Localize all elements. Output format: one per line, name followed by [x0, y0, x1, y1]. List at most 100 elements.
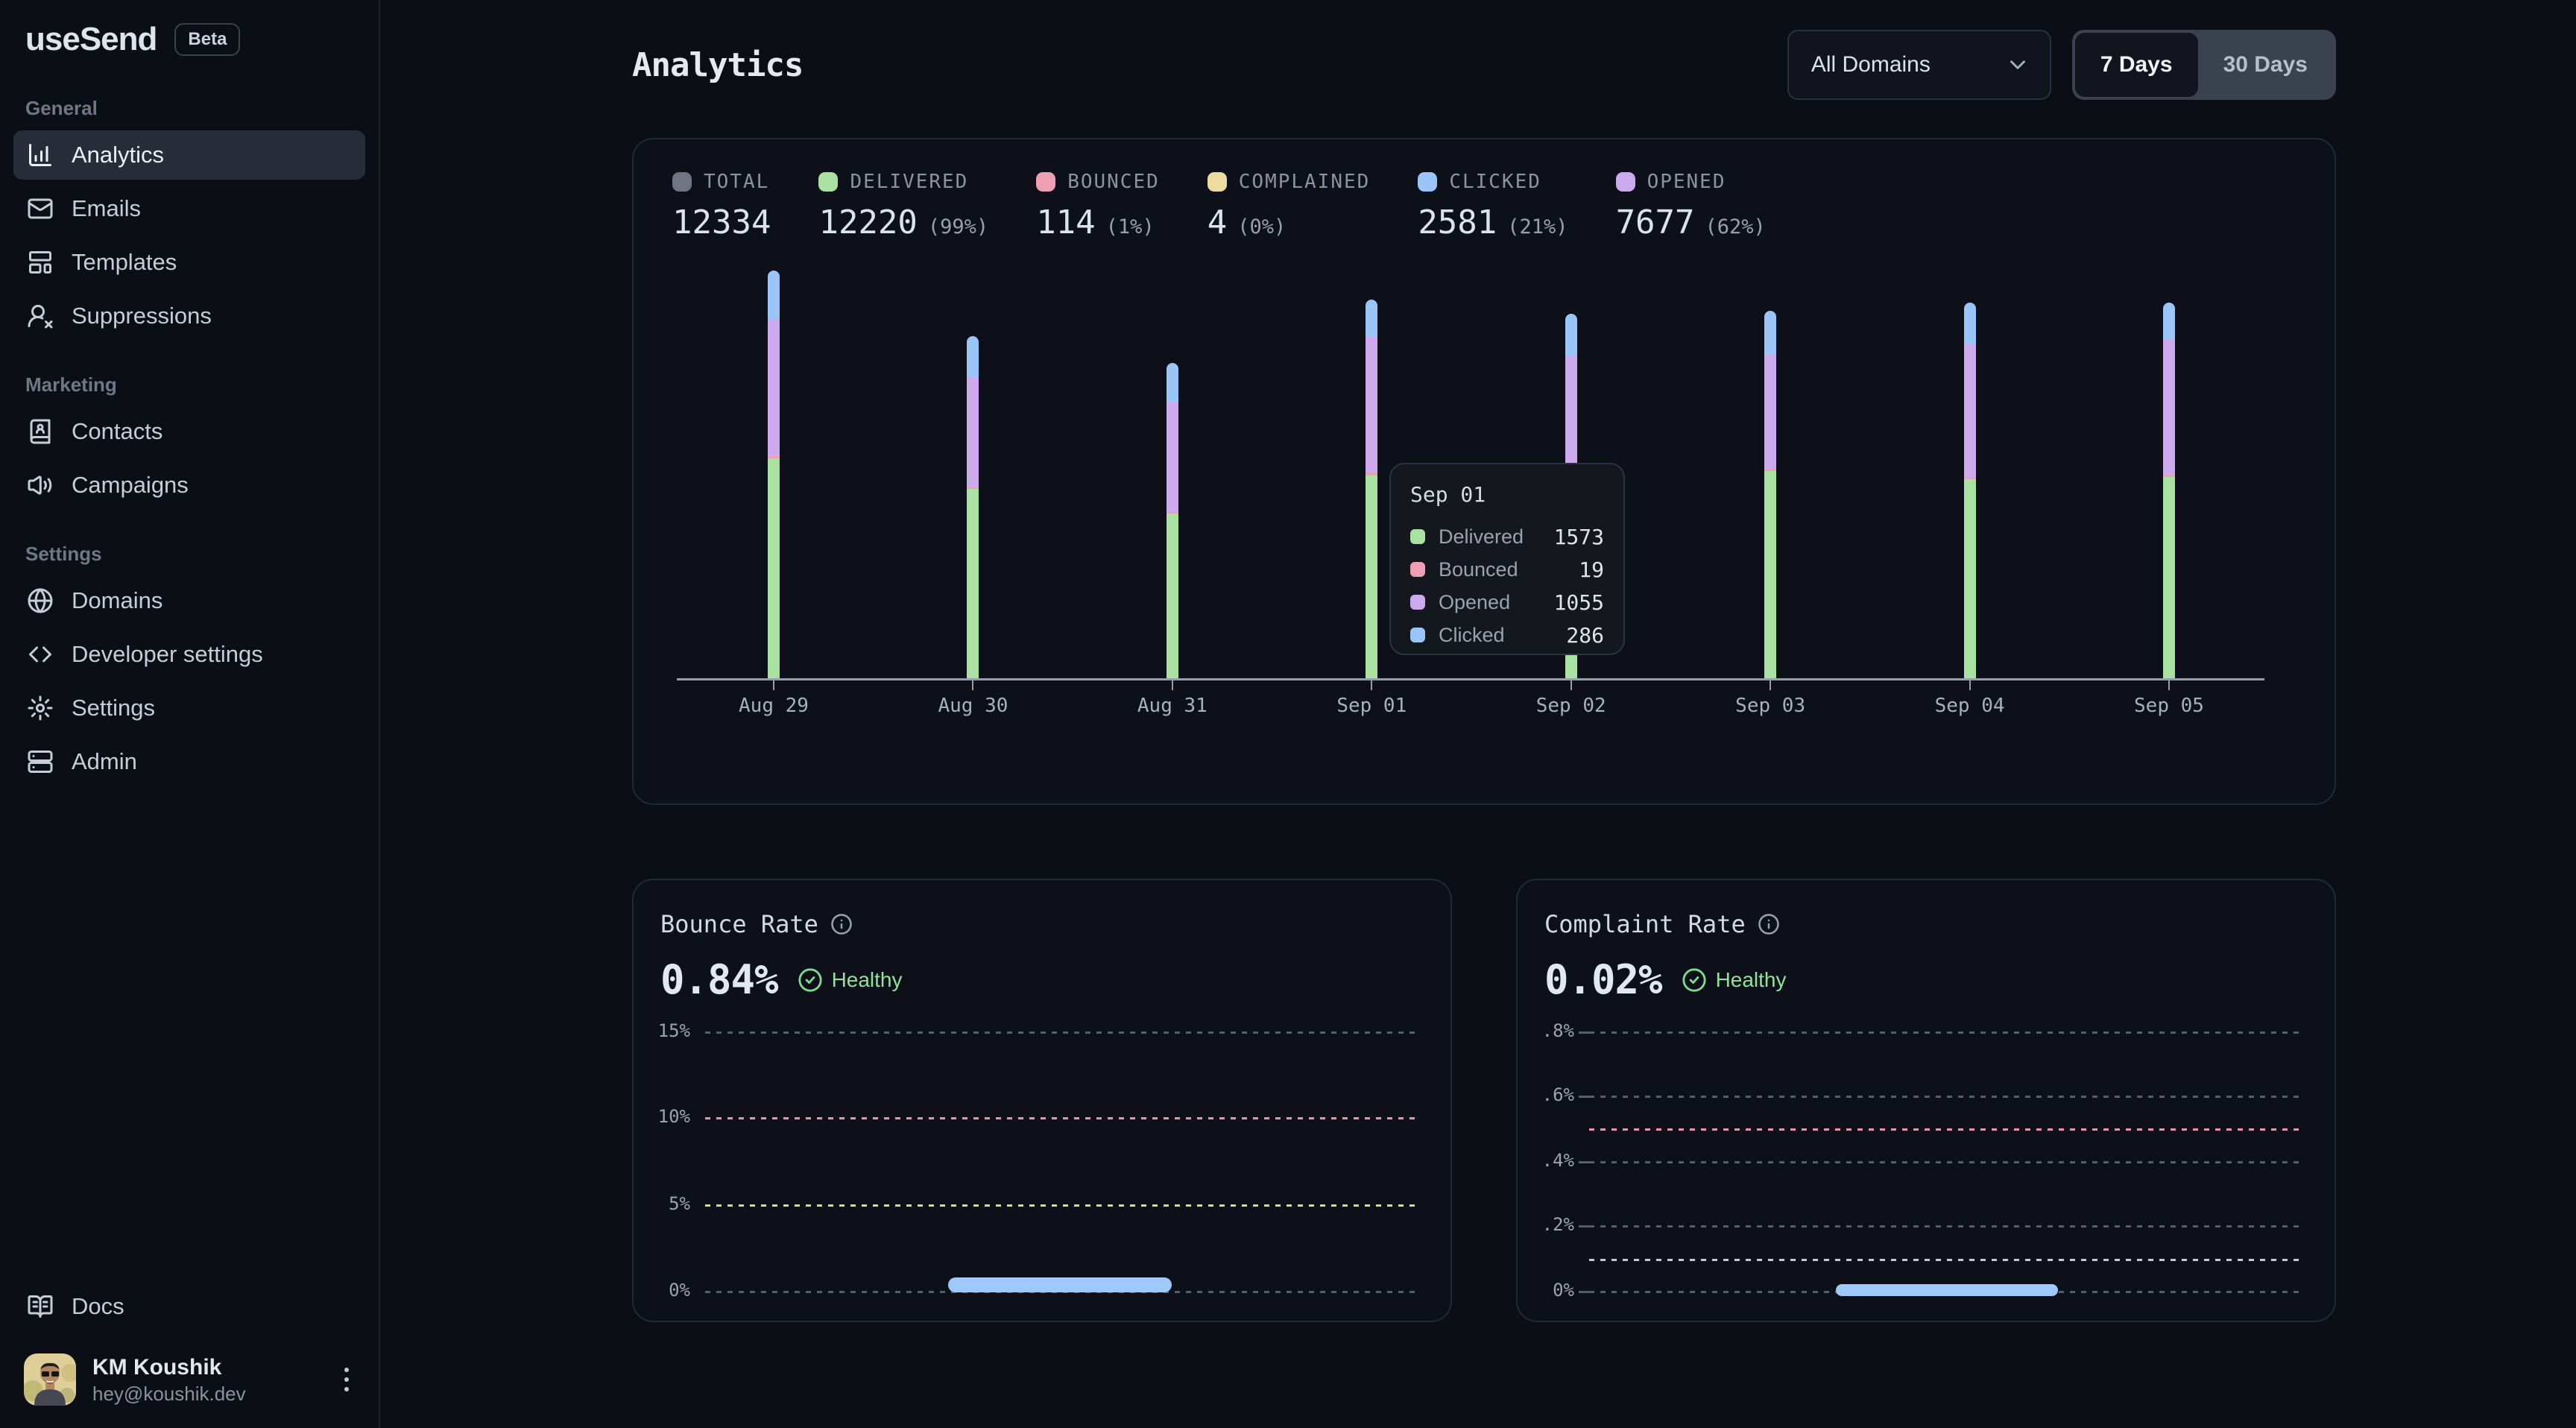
- volume-chart: Aug 29 Aug 30 Aug 31 Sep 01 Sep 02 Sep 03 Sep …: [634, 139, 2334, 803]
- sidebar-item-domains[interactable]: Domains: [13, 576, 365, 625]
- sidebar-item-analytics[interactable]: Analytics: [13, 130, 365, 180]
- stat-percent: (62%): [1705, 215, 1766, 238]
- sidebar-item-developer-settings[interactable]: Developer settings: [13, 630, 365, 679]
- sidebar-item-label: Admin: [72, 748, 137, 774]
- y-tick: [1579, 1096, 1594, 1098]
- bar-segment-bounced: [1166, 511, 1178, 514]
- bar-sep-01[interactable]: [1366, 300, 1378, 678]
- bar-segment-bounced: [768, 455, 780, 458]
- sidebar: useSend Beta General Analytics Emails Templ…: [0, 0, 380, 1428]
- gridline: [1589, 1225, 2302, 1228]
- sidebar-item-label: Settings: [72, 695, 156, 721]
- avatar: [24, 1353, 76, 1406]
- x-axis-label: Sep 01: [1336, 695, 1407, 717]
- sidebar-item-admin[interactable]: Admin: [13, 737, 365, 786]
- x-axis-line: [677, 678, 2264, 680]
- sidebar-item-label: Domains: [72, 587, 163, 613]
- y-tick-label: 15%: [657, 1020, 690, 1041]
- y-tick-label: .8%: [1541, 1020, 1574, 1041]
- y-tick-label: 10%: [657, 1106, 690, 1127]
- domain-select[interactable]: All Domains: [1787, 30, 2051, 100]
- stat-dot: [818, 172, 839, 192]
- sidebar-item-label: Emails: [72, 195, 142, 221]
- tooltip-label: Delivered: [1439, 525, 1524, 548]
- x-axis-tick: [1570, 680, 1572, 690]
- rate-series-segment: [1836, 1284, 2058, 1296]
- stat-label: DELIVERED: [850, 171, 969, 193]
- y-tick: [1579, 1031, 1594, 1034]
- sidebar-item-emails[interactable]: Emails: [13, 184, 365, 233]
- bar-segment-bounced: [1366, 473, 1378, 476]
- beta-badge: Beta: [174, 23, 241, 56]
- stat-value: 114: [1036, 203, 1096, 241]
- bar-sep-03[interactable]: [1764, 311, 1777, 678]
- user-menu[interactable]: KM Koushik hey@koushik.dev: [13, 1353, 365, 1406]
- info-icon[interactable]: [1758, 913, 1780, 935]
- tooltip-value: 286: [1566, 622, 1604, 648]
- bar-sep-04[interactable]: [1963, 302, 1976, 678]
- gear-icon: [27, 695, 54, 721]
- bar-aug-31[interactable]: [1166, 362, 1178, 678]
- bar-segment-clicked: [1166, 362, 1178, 402]
- sidebar-item-campaigns[interactable]: Campaigns: [13, 461, 365, 510]
- y-tick-label: 0%: [1553, 1280, 1574, 1301]
- book-open-icon: [27, 1293, 54, 1320]
- bar-segment-delivered: [2163, 476, 2175, 678]
- y-tick-label: .2%: [1541, 1214, 1574, 1235]
- section-label-settings: Settings: [25, 543, 102, 565]
- main-content: Analytics All Domains 7 Days 30 Days TOTA…: [380, 0, 2576, 1428]
- x-axis-label: Aug 29: [739, 695, 809, 717]
- bar-segment-delivered: [768, 458, 780, 678]
- tooltip-label: Opened: [1439, 590, 1511, 613]
- brand: useSend Beta: [13, 21, 365, 58]
- x-axis-tick: [1371, 680, 1373, 690]
- info-icon[interactable]: [830, 913, 853, 935]
- email-volume-card: TOTAL 12334 DELIVERED 12220 (99%) BOUNCED 114 (…: [632, 138, 2336, 805]
- megaphone-icon: [27, 472, 54, 499]
- tooltip-row-bounced: Bounced 19: [1410, 553, 1604, 586]
- sidebar-item-contacts[interactable]: Contacts: [13, 407, 365, 456]
- tooltip-row-clicked: Clicked 286: [1410, 619, 1604, 651]
- bounce-rate-card: Bounce Rate 0.84% Healthy 15% 10% 5% 0%: [632, 879, 1452, 1322]
- tooltip-dot: [1410, 595, 1425, 610]
- bar-segment-bounced: [1963, 477, 1976, 480]
- layout-template-icon: [27, 249, 54, 276]
- bar-segment-opened: [2163, 339, 2175, 476]
- y-tick: [1579, 1161, 1594, 1163]
- bar-segment-delivered: [1166, 513, 1178, 678]
- bar-sep-05[interactable]: [2163, 302, 2175, 678]
- sidebar-item-settings[interactable]: Settings: [13, 683, 365, 733]
- stat-bounced: BOUNCED 114 (1%): [1036, 171, 1160, 241]
- user-name: KM Koushik: [92, 1355, 222, 1380]
- bar-segment-opened: [1565, 356, 1577, 477]
- tooltip-date: Sep 01: [1410, 482, 1486, 507]
- gridline: [705, 1204, 1418, 1207]
- bar-segment-clicked: [1565, 313, 1577, 357]
- tooltip-row-opened: Opened 1055: [1410, 586, 1604, 619]
- threshold-line: [1589, 1259, 2302, 1261]
- stat-percent: (1%): [1105, 215, 1155, 238]
- gridline: [705, 1031, 1418, 1034]
- y-tick: [1579, 1291, 1594, 1293]
- range-option-7-days[interactable]: 7 Days: [2074, 33, 2198, 97]
- stat-dot: [672, 172, 692, 192]
- sidebar-item-suppressions[interactable]: Suppressions: [13, 291, 365, 341]
- bar-aug-30[interactable]: [967, 336, 979, 678]
- stat-total: TOTAL 12334: [672, 171, 771, 241]
- stat-value: 12334: [672, 203, 771, 241]
- range-option-30-days[interactable]: 30 Days: [2223, 52, 2308, 77]
- sidebar-item-docs[interactable]: Docs: [13, 1282, 365, 1331]
- bar-aug-29[interactable]: [768, 270, 780, 678]
- complaint-rate-title: Complaint Rate: [1544, 910, 1746, 938]
- stat-percent: (0%): [1237, 215, 1287, 238]
- sidebar-item-label: Analytics: [72, 142, 165, 168]
- chart-tooltip: Sep 01 Delivered 1573 Bounced 19 Opened 1055 C…: [1389, 463, 1625, 655]
- bar-segment-clicked: [2163, 302, 2175, 340]
- sidebar-item-templates[interactable]: Templates: [13, 238, 365, 287]
- x-axis-label: Aug 31: [1137, 695, 1208, 717]
- bar-segment-opened: [1764, 353, 1777, 470]
- x-axis-tick: [2168, 680, 2170, 690]
- complaint-rate-card: Complaint Rate 0.02% Healthy .8% .6% .4% .2…: [1516, 879, 2336, 1322]
- stat-dot: [1036, 172, 1056, 192]
- user-options-icon[interactable]: [338, 1362, 355, 1397]
